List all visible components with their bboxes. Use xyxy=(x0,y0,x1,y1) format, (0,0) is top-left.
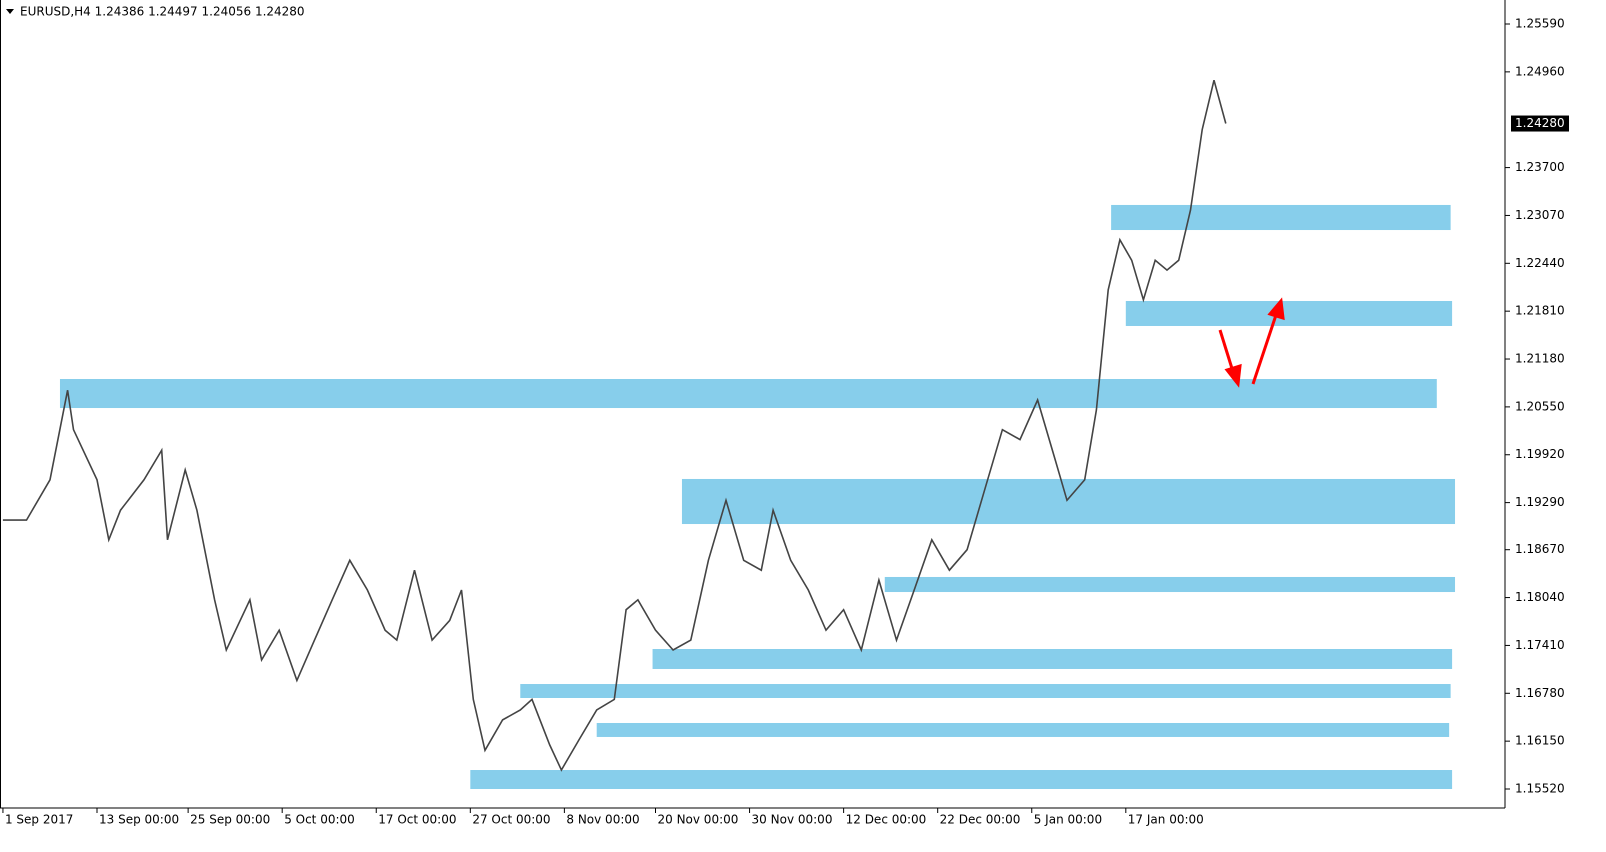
y-tick-label: 1.16780 xyxy=(1515,686,1565,700)
price-line xyxy=(2,79,1227,772)
y-tick-label: 1.25590 xyxy=(1515,17,1565,31)
arrows xyxy=(1218,297,1285,388)
y-tick-label: 1.21180 xyxy=(1515,352,1565,366)
zone xyxy=(884,576,1456,593)
zone xyxy=(520,684,1451,698)
y-tick-label: 1.20550 xyxy=(1515,399,1565,413)
zone xyxy=(1111,204,1451,231)
y-tick-label: 1.18040 xyxy=(1515,590,1565,604)
x-tick-label: 30 Nov 00:00 xyxy=(752,813,833,827)
zone xyxy=(681,478,1456,525)
y-tick-label: 1.23070 xyxy=(1515,208,1565,222)
y-tick-label: 1.19920 xyxy=(1515,447,1565,461)
x-tick-label: 25 Sep 00:00 xyxy=(190,813,270,827)
x-tick-label: 12 Dec 00:00 xyxy=(846,813,927,827)
plot xyxy=(2,79,1227,772)
last-price-label: 1.24280 xyxy=(1515,116,1565,130)
last-price-box xyxy=(1511,115,1569,132)
x-tick-label: 17 Jan 00:00 xyxy=(1128,813,1204,827)
menu-triangle xyxy=(6,9,14,14)
x-tick-label: 8 Nov 00:00 xyxy=(566,813,639,827)
x-tick-label: 22 Dec 00:00 xyxy=(940,813,1021,827)
y-tick-label: 1.22440 xyxy=(1515,256,1565,270)
y-tick-label: 1.21810 xyxy=(1515,304,1565,318)
zone xyxy=(470,770,1453,790)
x-tick-label: 27 Oct 00:00 xyxy=(472,813,550,827)
x-tick-label: 5 Jan 00:00 xyxy=(1034,813,1102,827)
y-tick-label: 1.19290 xyxy=(1515,495,1565,509)
arrow-up xyxy=(1251,311,1279,385)
x-tick-label: 17 Oct 00:00 xyxy=(378,813,456,827)
zone xyxy=(652,648,1453,669)
x-tick-label: 5 Oct 00:00 xyxy=(284,813,355,827)
x-tick-label: 13 Sep 00:00 xyxy=(99,813,179,827)
x-tick-label: 1 Sep 2017 xyxy=(5,813,73,827)
y-tick-label: 1.17410 xyxy=(1515,638,1565,652)
zone xyxy=(596,722,1450,737)
zone xyxy=(1125,300,1453,326)
x-tick-label: 20 Nov 00:00 xyxy=(657,813,738,827)
y-tick-label: 1.15520 xyxy=(1515,782,1565,796)
arrowhead xyxy=(1224,363,1242,388)
y-tick-label: 1.24960 xyxy=(1515,64,1565,78)
zones xyxy=(59,204,1456,790)
y-tick-label: 1.23700 xyxy=(1515,160,1565,174)
y-tick-label: 1.16150 xyxy=(1515,734,1565,748)
arrowhead xyxy=(1267,297,1285,321)
chart-title: EURUSD,H4 1.24386 1.24497 1.24056 1.2428… xyxy=(20,5,305,19)
zone xyxy=(59,379,1437,409)
y-tick-label: 1.18670 xyxy=(1515,542,1565,556)
